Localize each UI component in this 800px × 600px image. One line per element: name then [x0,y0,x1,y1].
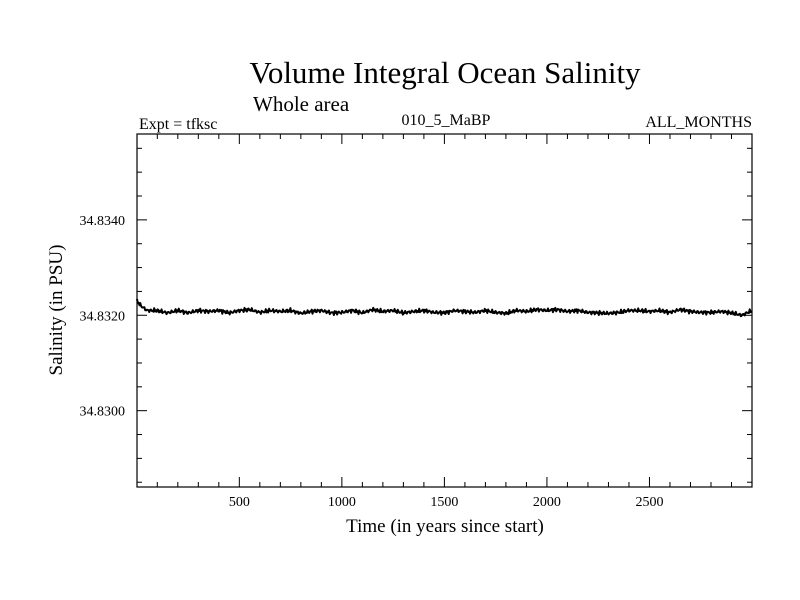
x-axis-label: Time (in years since start) [346,516,544,537]
x-tick-label: 1500 [430,495,458,510]
series-line-salinity [136,298,753,318]
header-center-label: 010_5_MaBP [402,112,491,129]
x-tick-label: 500 [229,495,250,510]
x-tick-label: 2500 [635,495,663,510]
chart-subtitle: Whole area [253,92,350,116]
header-right-label: ALL_MONTHS [645,114,752,131]
chart-title: Volume Integral Ocean Salinity [249,55,641,90]
y-axis-label: Salinity (in PSU) [46,245,67,376]
axis-tick-labels: 500 1000 1500 2000 2500 34.8300 34.8320 34.8340 [80,214,664,510]
x-tick-label: 1000 [328,495,356,510]
axis-ticks [137,134,752,487]
header-left-label: Expt = tfksc [139,116,217,133]
y-tick-label: 34.8300 [80,405,126,420]
x-tick-label: 2000 [533,495,561,510]
y-tick-label: 34.8340 [80,214,126,229]
y-tick-label: 34.8320 [80,309,126,324]
plot-frame [136,133,753,488]
